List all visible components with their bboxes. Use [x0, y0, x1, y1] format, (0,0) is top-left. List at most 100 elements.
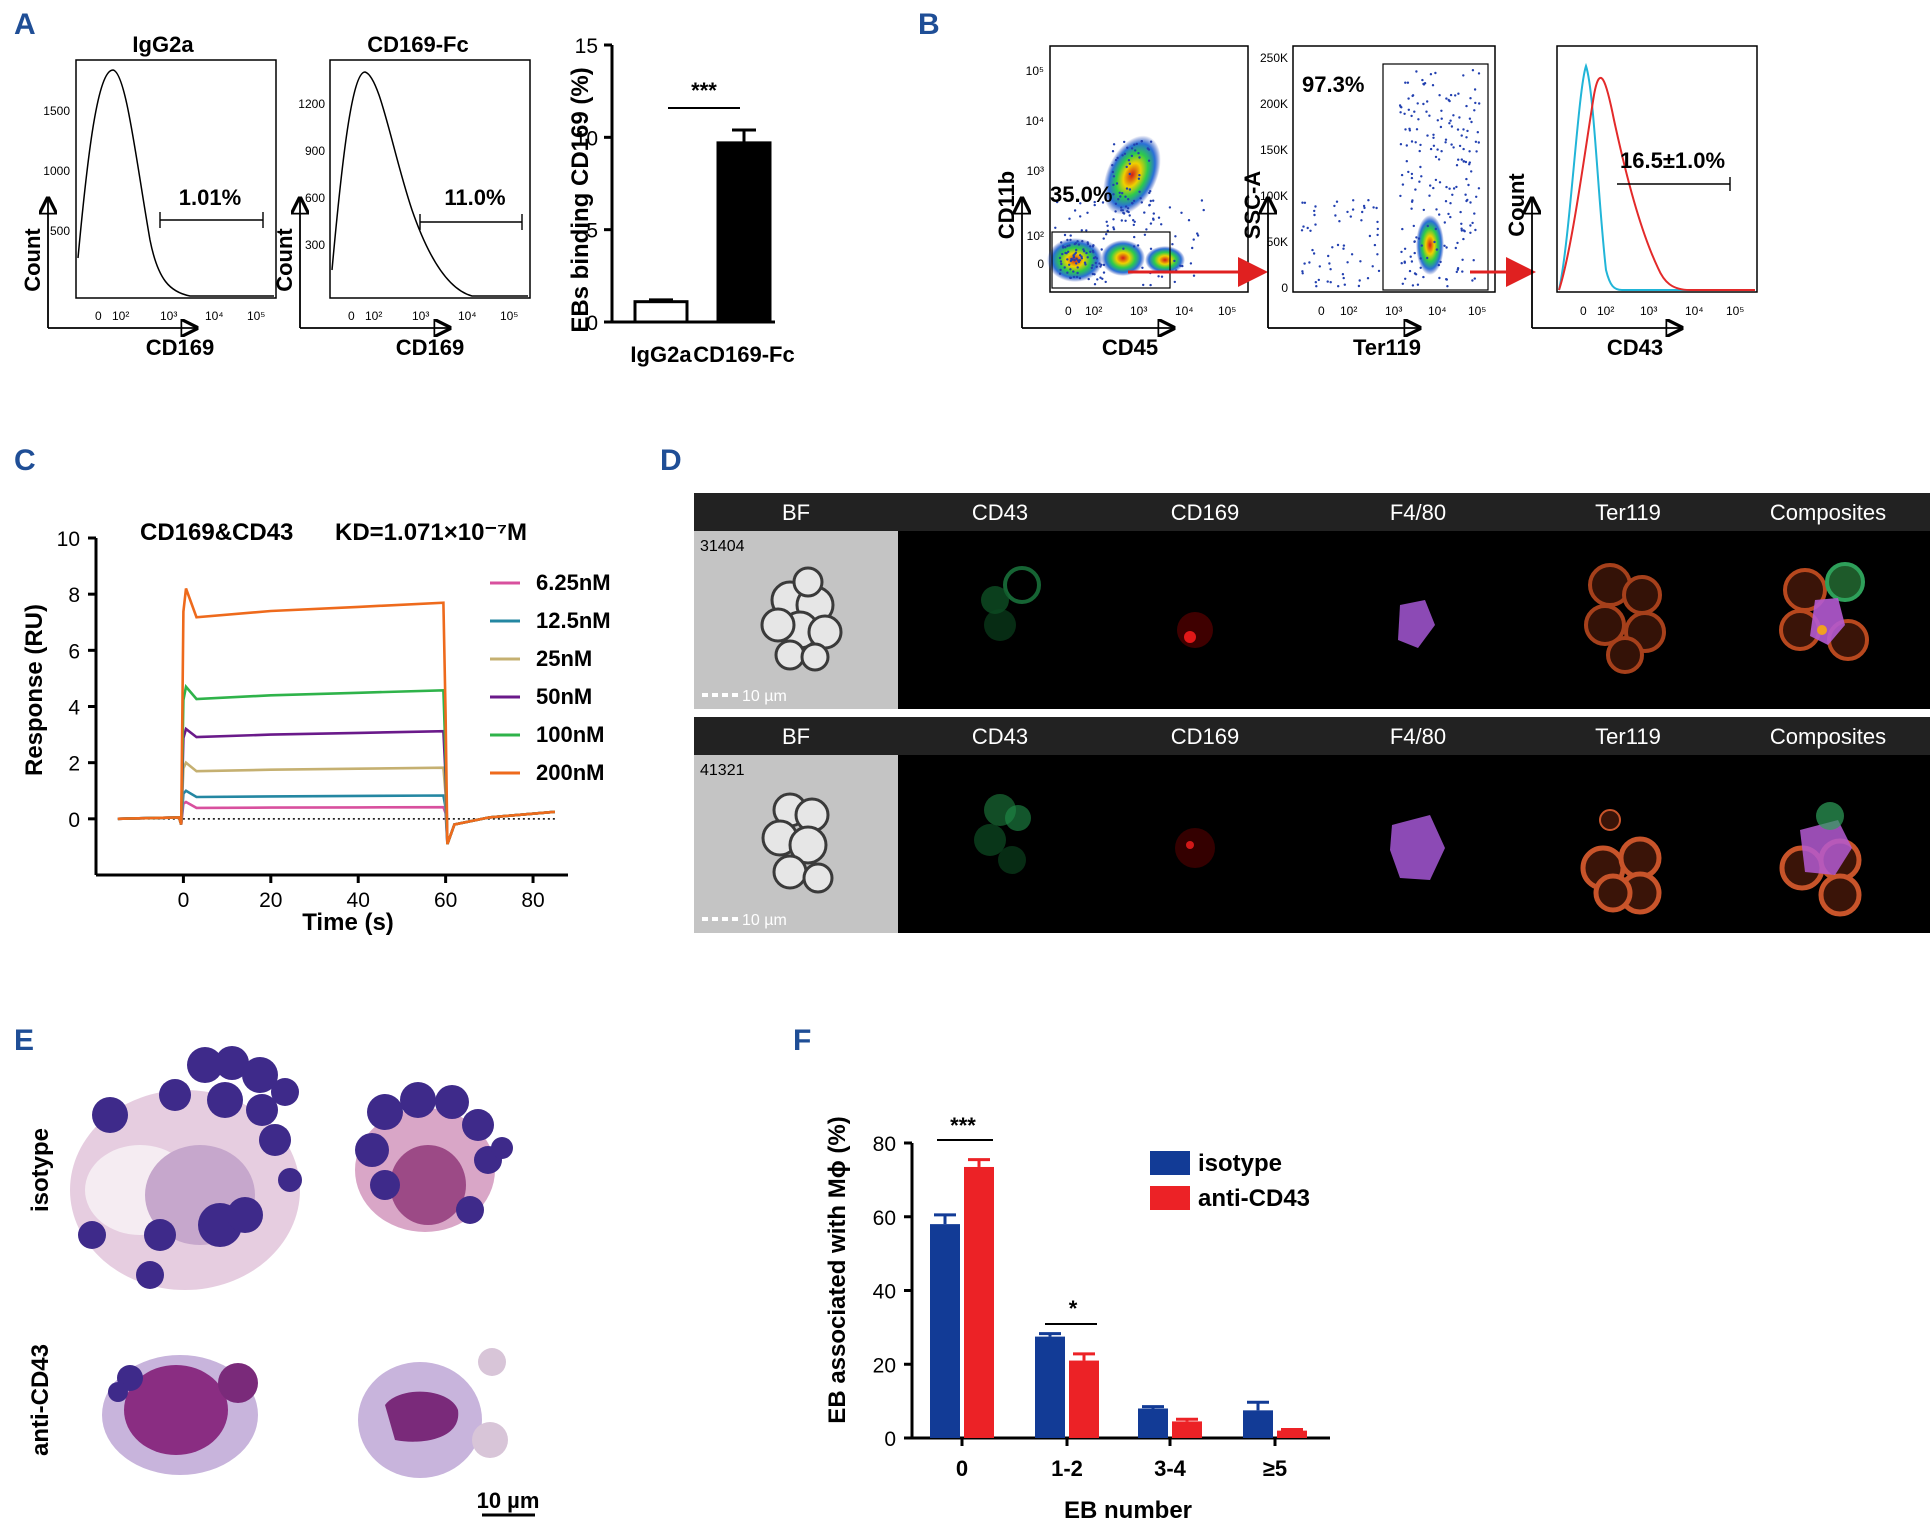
panel-a-histogram-igg2a: IgG2a 1.01% 1500 1000 500 0 10² 10³ 10⁴ … — [20, 32, 277, 360]
plot1-event-dot — [1133, 235, 1136, 239]
plot1-event-dot — [1149, 190, 1152, 193]
plot1-event-dot — [1093, 200, 1096, 204]
plot1-event-dot — [1192, 274, 1196, 277]
plot1-event-dot — [1187, 219, 1191, 222]
plot1-event-dot — [1137, 177, 1141, 180]
plot1-event-dot — [1105, 233, 1108, 236]
plot2-event-dot — [1408, 129, 1412, 132]
plot2-event-dot — [1360, 219, 1363, 222]
plot1-event-dot — [1157, 216, 1161, 219]
plot2-event-dot — [1466, 129, 1469, 133]
plot2-xtick: 10² — [1340, 304, 1357, 318]
plot1-event-dot — [1101, 277, 1104, 280]
plot3-xtick: 10⁵ — [1726, 304, 1744, 318]
chart-a-category-label: CD169-Fc — [693, 342, 794, 367]
plot2-event-dot — [1437, 158, 1441, 161]
plot1-event-dot — [1117, 198, 1120, 201]
plot2-event-dot — [1406, 81, 1410, 84]
plot1-event-dot — [1142, 283, 1145, 287]
plot1-event-dot — [1100, 263, 1103, 266]
chart-f-bar — [1172, 1421, 1202, 1438]
plot1-event-dot — [1069, 238, 1072, 242]
plot2-event-dot — [1398, 104, 1402, 107]
chart-a-ytick-label: 5 — [586, 220, 598, 243]
plot2-event-dot — [1413, 251, 1416, 255]
plot1-event-dot — [1068, 217, 1071, 220]
plot2-event-dot — [1301, 201, 1304, 204]
plot2-event-dot — [1433, 240, 1436, 244]
plot2-xtick: 10⁴ — [1428, 304, 1447, 318]
plot2-event-dot — [1475, 195, 1478, 198]
plot1-event-dot — [1076, 259, 1080, 262]
row1-f480-image — [1398, 600, 1435, 648]
plot1-event-dot — [1072, 275, 1076, 279]
plot1-event-dot — [1091, 245, 1095, 248]
plot1-xtick: 0 — [1065, 304, 1072, 318]
chart-f-category-label: ≥5 — [1263, 1456, 1287, 1481]
plot2-event-dot — [1414, 188, 1417, 191]
plot1-event-dot — [1060, 262, 1063, 266]
plot2-event-dot — [1462, 160, 1465, 163]
plot1-event-dot — [1062, 245, 1065, 248]
chart-c-legend-label: 100nM — [536, 722, 604, 747]
plot2-event-dot — [1439, 125, 1443, 129]
plot2-event-dot — [1314, 281, 1318, 284]
plot2-event-dot — [1375, 206, 1378, 210]
plot1-event-dot — [1055, 200, 1059, 204]
chart-f-significance: * — [1069, 1296, 1078, 1321]
plot1-event-dot — [1063, 266, 1066, 269]
plot1-event-dot — [1148, 204, 1151, 207]
plot2-event-dot — [1449, 215, 1452, 219]
plot3-curve-cd43 — [1558, 77, 1755, 291]
anti-cd43-macrophage-1 — [102, 1355, 258, 1475]
plot1-event-dot — [1140, 201, 1144, 204]
plot2-event-dot — [1376, 227, 1380, 231]
plot1-event-dot — [1128, 172, 1132, 176]
chart-c-ytick-label: 2 — [68, 753, 80, 776]
plot1-ytick: 10⁴ — [1025, 114, 1044, 128]
chart-f-ytick-label: 0 — [884, 1428, 896, 1451]
plot1-population — [1145, 246, 1185, 274]
plot2-event-dot — [1468, 163, 1471, 166]
hist2-xtick: 10³ — [412, 309, 429, 323]
plot2-xtick: 10³ — [1385, 304, 1402, 318]
plot2-event-dot — [1368, 234, 1372, 238]
plot2-event-dot — [1438, 181, 1442, 184]
plot1-event-dot — [1189, 262, 1193, 265]
panel-e-micrographs: isotype anti-CD43 — [27, 1046, 540, 1517]
plot2-ytick: 50K — [1267, 235, 1288, 249]
plot2-event-dot — [1462, 74, 1465, 77]
plot2-event-dot — [1413, 110, 1416, 113]
chart-f-ytick-label: 20 — [873, 1354, 896, 1377]
plot2-xlabel: Ter119 — [1353, 335, 1421, 360]
plot3-xtick: 10⁴ — [1685, 304, 1704, 318]
chart-c-xlabel: Time (s) — [302, 909, 394, 936]
plot2-event-dot — [1318, 265, 1322, 268]
header-cd43: CD43 — [972, 500, 1028, 525]
plot1-event-dot — [1124, 205, 1128, 208]
plot2-event-dot — [1415, 128, 1419, 131]
plot1-event-dot — [1079, 202, 1082, 205]
plot2-event-dot — [1468, 150, 1471, 153]
chart-a-bar — [633, 300, 689, 324]
plot1-event-dot — [1059, 260, 1063, 263]
e-scale-label: 10 µm — [477, 1488, 540, 1513]
plot2-event-dot — [1458, 144, 1462, 148]
plot2-event-dot — [1454, 94, 1457, 97]
chart-f-ytick-label: 60 — [873, 1207, 896, 1230]
plot2-event-dot — [1313, 213, 1316, 217]
plot2-event-dot — [1326, 280, 1329, 283]
plot2-event-dot — [1477, 141, 1481, 144]
plot2-event-dot — [1415, 70, 1418, 73]
plot2-event-dot — [1478, 102, 1481, 105]
plot1-event-dot — [1168, 206, 1172, 209]
plot2-event-dot — [1346, 261, 1349, 264]
plot2-event-dot — [1464, 160, 1468, 164]
plot1-event-dot — [1132, 219, 1135, 222]
plot1-event-dot — [1123, 152, 1127, 155]
plot1-event-dot — [1091, 272, 1095, 276]
plot1-event-dot — [1127, 159, 1131, 162]
plot2-event-dot — [1411, 94, 1415, 97]
plot1-event-dot — [1073, 242, 1077, 246]
plot3-ylabel: Count — [1504, 173, 1529, 237]
